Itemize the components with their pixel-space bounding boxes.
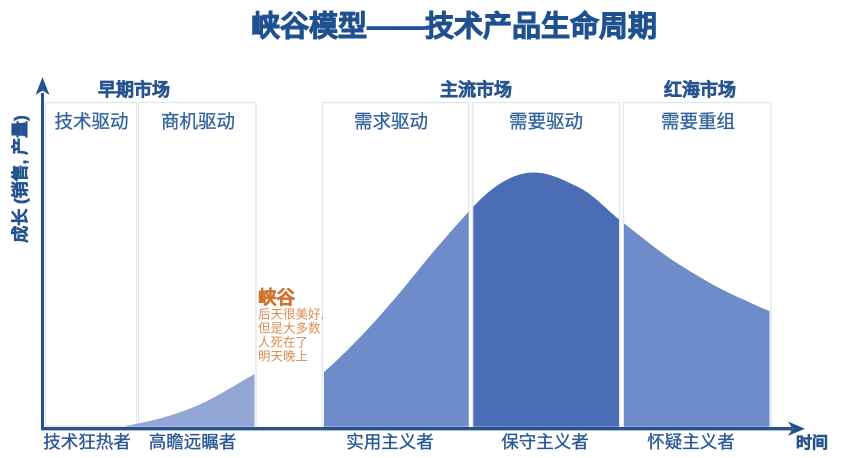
svg-text:主流市场: 主流市场 (440, 79, 512, 100)
svg-text:人死在了: 人死在了 (258, 336, 308, 350)
svg-text:成长 (销售, 产量): 成长 (销售, 产量) (10, 115, 30, 243)
svg-text:技术狂热者: 技术狂热者 (43, 432, 131, 452)
svg-text:实用主义者: 实用主义者 (346, 432, 434, 452)
svg-text:技术驱动: 技术驱动 (54, 111, 128, 132)
svg-text:红海市场: 红海市场 (664, 79, 736, 100)
svg-text:需求驱动: 需求驱动 (354, 111, 428, 132)
svg-text:怀疑主义者: 怀疑主义者 (647, 432, 735, 452)
svg-text:但是大多数: 但是大多数 (258, 321, 321, 336)
svg-text:时间: 时间 (796, 433, 828, 452)
svg-text:保守主义者: 保守主义者 (501, 432, 589, 452)
svg-text:后天很美好,: 后天很美好, (258, 308, 324, 322)
svg-text:需要重组: 需要重组 (661, 111, 735, 132)
svg-text:商机驱动: 商机驱动 (161, 111, 235, 132)
svg-text:高瞻远瞩者: 高瞻远瞩者 (149, 432, 237, 452)
svg-text:需要驱动: 需要驱动 (509, 111, 583, 132)
svg-text:峡谷模型——技术产品生命周期: 峡谷模型——技术产品生命周期 (251, 9, 657, 43)
svg-text:明天晚上: 明天晚上 (258, 350, 308, 364)
svg-text:早期市场: 早期市场 (98, 79, 170, 100)
svg-text:峡谷: 峡谷 (258, 287, 296, 308)
